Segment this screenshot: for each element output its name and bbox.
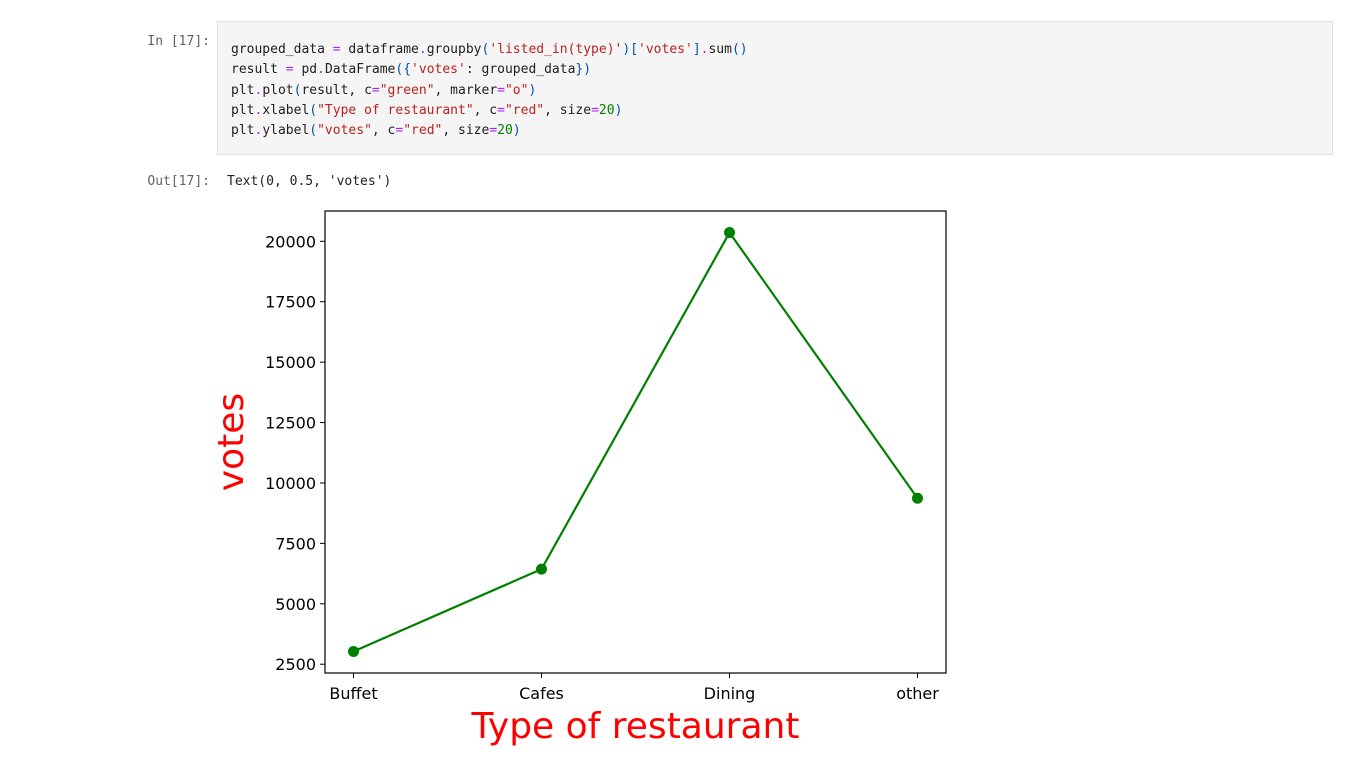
code-input-cell[interactable]: grouped_data = dataframe.groupby('listed… <box>217 21 1333 155</box>
code-line-5: plt.ylabel("votes", c="red", size=20) <box>231 123 521 139</box>
y-axis-label: votes <box>211 393 252 491</box>
code-line-3: plt.plot(result, c="green", marker="o") <box>231 82 537 98</box>
data-point <box>536 563 547 575</box>
y-tick-label: 5000 <box>275 595 316 614</box>
data-point <box>724 227 735 239</box>
y-tick-label: 10000 <box>265 474 316 493</box>
code-editor[interactable]: grouped_data = dataframe.groupby('listed… <box>231 40 748 141</box>
series-line <box>353 230 919 653</box>
x-axis-label: Type of restaurant <box>471 706 800 747</box>
y-tick-label: 15000 <box>265 353 316 372</box>
chart-marks <box>348 227 923 657</box>
x-tick-label: Buffet <box>329 684 377 703</box>
plot-frame <box>324 210 947 674</box>
data-point <box>912 492 923 504</box>
code-line-1: grouped_data = dataframe.groupby('listed… <box>231 42 748 57</box>
x-tick-label: Dining <box>704 684 756 703</box>
code-line-2: result = pd.DataFrame({'votes': grouped_… <box>231 62 592 78</box>
y-tick-label: 17500 <box>265 293 316 312</box>
data-point <box>348 645 359 657</box>
chart-axes: 2500 5000 7500 10000 12500 15000 17500 20000 Buf… <box>265 232 939 703</box>
y-tick-label: 7500 <box>275 534 316 553</box>
x-tick-label: other <box>896 684 939 703</box>
input-prompt: In [17]: <box>147 34 210 49</box>
y-tick-label: 12500 <box>265 414 316 433</box>
y-tick-label: 2500 <box>275 655 316 674</box>
x-tick-label: Cafes <box>519 684 564 703</box>
output-prompt: Out[17]: <box>147 174 210 189</box>
output-text: Text(0, 0.5, 'votes') <box>227 174 392 189</box>
code-line-4: plt.xlabel("Type of restaurant", c="red"… <box>231 102 623 118</box>
y-tick-label: 20000 <box>265 232 316 251</box>
